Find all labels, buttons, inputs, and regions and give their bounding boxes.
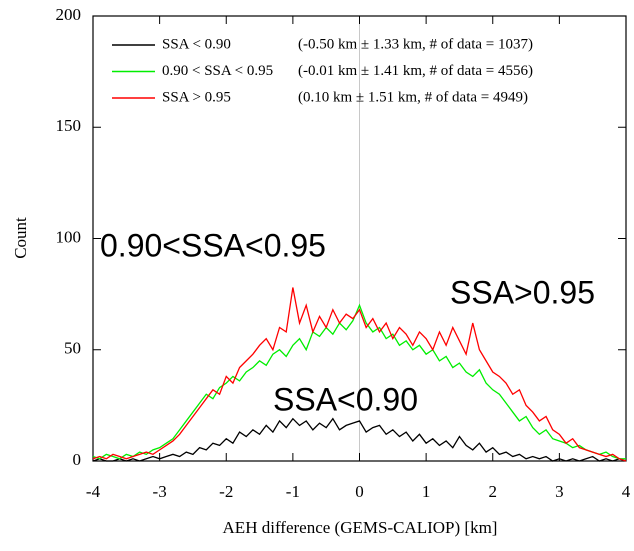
- legend-label: SSA > 0.95: [162, 89, 231, 105]
- series-line: [92, 287, 627, 462]
- legend-note: (0.10 km ± 1.51 km, # of data = 4949): [298, 89, 528, 105]
- x-tick-label: -2: [219, 482, 233, 501]
- x-tick-label: -3: [153, 482, 167, 501]
- x-tick-label: 3: [555, 482, 564, 501]
- y-tick-label: 150: [56, 116, 82, 135]
- x-tick-label: 2: [489, 482, 498, 501]
- legend-note: (-0.01 km ± 1.41 km, # of data = 4556): [298, 63, 533, 79]
- x-tick-label: 1: [422, 482, 431, 501]
- legend-note: (-0.50 km ± 1.33 km, # of data = 1037): [298, 36, 533, 52]
- x-tick-label: 0: [355, 482, 364, 501]
- annotation: 0.90<SSA<0.95: [100, 227, 326, 263]
- x-tick-label: -4: [86, 482, 101, 501]
- y-tick-label: 200: [56, 5, 82, 24]
- annotation: SSA<0.90: [273, 381, 418, 417]
- x-tick-label: -1: [286, 482, 300, 501]
- legend-label: SSA < 0.90: [162, 36, 231, 52]
- y-axis-label: Count: [11, 217, 30, 259]
- series-line: [92, 303, 626, 460]
- x-axis-label: AEH difference (GEMS-CALIOP) [km]: [223, 518, 498, 537]
- y-tick-label: 50: [64, 339, 81, 358]
- x-tick-label: 4: [622, 482, 631, 501]
- legend-label: 0.90 < SSA < 0.95: [162, 63, 273, 79]
- series-line: [92, 417, 627, 462]
- y-tick-label: 0: [73, 450, 82, 469]
- y-tick-label: 100: [56, 227, 82, 246]
- annotation: SSA>0.95: [450, 274, 595, 310]
